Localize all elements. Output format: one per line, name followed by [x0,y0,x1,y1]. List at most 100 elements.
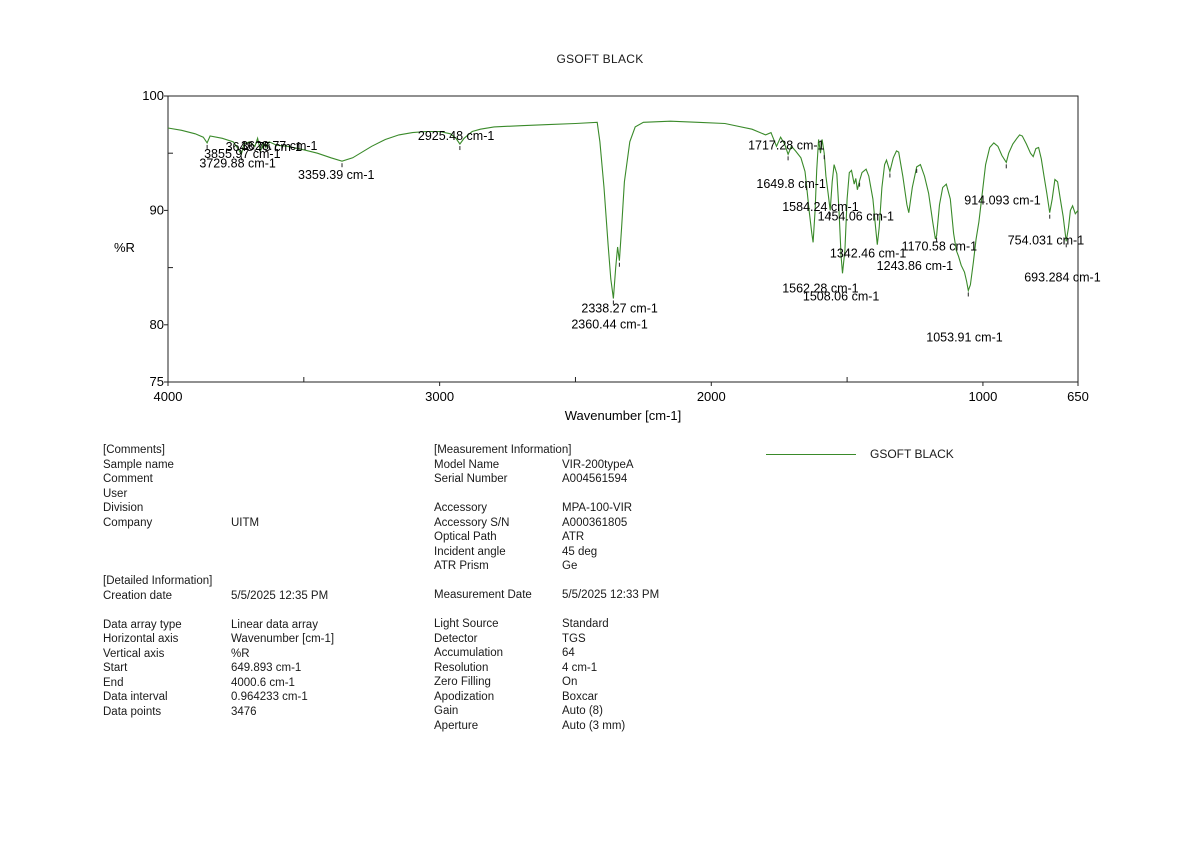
peak-label: 754.031 cm-1 [1008,234,1084,248]
detailed-row: Data interval 0.964233 cm-1 [103,690,334,705]
legend: GSOFT BLACK [766,447,954,461]
peak-label: 3855.97 cm-1 [204,147,280,161]
measurement-value: ATR [562,531,585,543]
comments-row: Sample name [103,458,259,473]
measurement-row [434,487,659,502]
detailed-row: End 4000.6 cm-1 [103,676,334,691]
detailed-row: Horizontal axis Wavenumber [cm-1] [103,632,334,647]
measurement-row: Accumulation 64 [434,646,659,661]
measurement-row: Accessory S/N A000361805 [434,516,659,531]
detailed-key: Data interval [103,691,168,703]
comments-key: Comment [103,473,153,485]
measurement-value: Auto (8) [562,705,603,717]
peak-label: 914.093 cm-1 [964,193,1040,207]
series-line-layer [167,120,1079,299]
measurement-value: MPA-100-VIR [562,502,633,514]
peak-label: 1562.28 cm-1 [782,281,858,295]
detailed-key: Vertical axis [103,647,165,660]
measurement-row: Measurement Date 5/5/2025 12:33 PM [434,588,659,603]
measurement-row: Accessory MPA-100-VIR [434,501,659,516]
y-axis-title: %R [114,240,135,255]
detailed-value: 4000.6 cm-1 [231,676,295,689]
x-tick-label: 1000 [968,389,997,404]
measurement-row: Serial Number A004561594 [434,472,659,487]
detailed-row [103,603,334,618]
measurement-key [434,603,562,618]
measurement-value: Auto (3 mm) [562,719,626,732]
detailed-row: Data points 3476 [103,705,334,720]
measurement-row: Resolution 4 cm-1 [434,661,659,676]
detailed-row: Creation date 5/5/2025 12:35 PM [103,589,334,604]
measurement-value: A000361805 [562,516,628,529]
spectrum-line [167,120,1079,299]
y-tick-label: 80 [150,317,164,332]
measurement-key: Apodization [434,690,495,703]
measurement-key [434,574,562,589]
measurement-key [434,487,562,502]
peak-label: 3648.75 cm-1 [226,140,302,154]
detailed-row: Vertical axis %R [103,647,334,662]
detailed-key: Start [103,662,128,674]
comments-section: [Comments] Sample name Comment User Divisio… [103,443,259,530]
measurement-key: Incident angle [434,545,506,558]
detailed-key: Data points [103,705,162,718]
comments-key: Division [103,502,144,514]
detailed-key: Data array type [103,618,182,631]
legend-swatch [766,453,856,455]
peak-label: 1053.91 cm-1 [926,330,1002,344]
peak-label: 3729.88 cm-1 [199,156,275,170]
detailed-value: Linear data array [231,618,318,631]
detailed-information-header: [Detailed Information] [103,575,213,587]
peak-label: 3628.77 cm-1 [241,139,317,153]
measurement-key: Gain [434,705,459,717]
measurement-value: A004561594 [562,473,628,485]
x-tick-label: 4000 [154,389,183,404]
peak-label: 1454.06 cm-1 [818,210,894,224]
comments-row: Division [103,501,259,516]
y-tick-label: 75 [150,374,164,389]
x-axis-title: Wavenumber [cm-1] [565,408,682,423]
measurement-information-section: [Measurement Information] Model Name VIR-… [434,443,659,733]
measurement-row: ATR Prism Ge [434,559,659,574]
detailed-row: Start 649.893 cm-1 [103,661,334,676]
measurement-row [434,603,659,618]
comments-key: Sample name [103,458,174,471]
peak-label: 1342.46 cm-1 [830,247,906,261]
peak-label: 1243.86 cm-1 [877,259,953,273]
measurement-row: Detector TGS [434,632,659,647]
measurement-key: Light Source [434,618,499,630]
plot-frame [167,95,1079,383]
measurement-value: 64 [562,647,575,659]
measurement-value: 4 cm-1 [562,661,598,674]
measurement-key: Resolution [434,661,489,674]
peak-label: 1649.8 cm-1 [756,177,826,191]
peak-label: 2925.48 cm-1 [418,129,494,143]
comments-key: User [103,487,128,500]
detailed-key [103,603,231,618]
measurement-key: Serial Number [434,473,508,485]
detailed-value: Wavenumber [cm-1] [231,633,335,645]
peak-label: 693.284 cm-1 [1024,270,1100,284]
peak-label: 2360.44 cm-1 [571,317,647,331]
measurement-value: 45 deg [562,545,598,558]
measurement-row [434,574,659,589]
measurement-information-header: [Measurement Information] [434,444,572,456]
peak-label: 1717.28 cm-1 [748,138,824,152]
x-tick-label: 2000 [697,389,726,404]
comments-row: User [103,487,259,502]
detailed-value: 5/5/2025 12:35 PM [231,589,329,602]
peak-label: 1170.58 cm-1 [902,240,978,254]
measurement-key: Model Name [434,458,500,471]
x-tick-label: 3000 [425,389,454,404]
measurement-value: TGS [562,632,586,645]
legend-label: GSOFT BLACK [870,447,954,461]
detailed-row: Data array type Linear data array [103,618,334,633]
measurement-row: Zero Filling On [434,675,659,690]
measurement-row: Aperture Auto (3 mm) [434,719,659,734]
x-tick-label: 650 [1067,389,1089,404]
detailed-key: Creation date [103,589,173,602]
measurement-value: On [562,676,578,688]
detailed-value: 649.893 cm-1 [231,662,302,674]
